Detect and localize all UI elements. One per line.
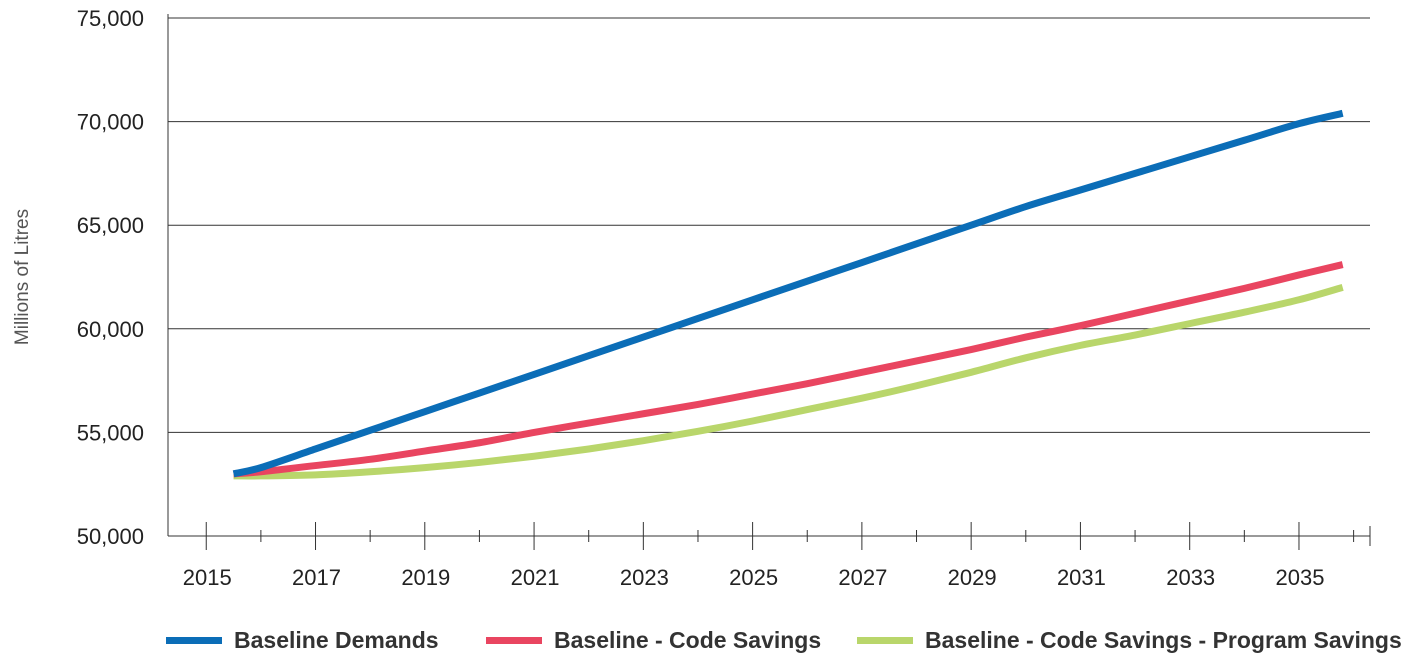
tick-labels: 50,000 55,000 60,000 65,000 70,000 75,000 2015… xyxy=(77,6,1325,590)
x-tick-label: 2035 xyxy=(1275,565,1324,590)
x-tick-label: 2021 xyxy=(511,565,560,590)
x-tick-label: 2019 xyxy=(401,565,450,590)
legend-swatch xyxy=(166,637,222,644)
series-line-baseline-code-savings-program-savings xyxy=(233,283,1344,480)
x-tick-label: 2025 xyxy=(729,565,778,590)
gridlines xyxy=(168,17,1370,433)
y-tick-label: 50,000 xyxy=(77,524,144,549)
x-tick-label: 2027 xyxy=(838,565,887,590)
x-tick-label: 2017 xyxy=(292,565,341,590)
legend-label: Baseline - Code Savings xyxy=(554,627,821,653)
x-tick-label: 2033 xyxy=(1166,565,1215,590)
y-tick-label: 75,000 xyxy=(77,6,144,31)
y-axis-label: Millions of Litres xyxy=(12,209,33,345)
axes xyxy=(167,14,1371,550)
y-tick-label: 65,000 xyxy=(77,213,144,238)
x-tick-label: 2015 xyxy=(183,565,232,590)
y-tick-label: 70,000 xyxy=(77,110,144,135)
series-line-baseline-demands xyxy=(232,109,1344,478)
x-tick-label: 2023 xyxy=(620,565,669,590)
y-tick-label: 60,000 xyxy=(77,317,144,342)
legend-label: Baseline Demands xyxy=(234,627,439,653)
legend: Baseline Demands Baseline - Code Savings B… xyxy=(166,627,1402,653)
legend-label: Baseline - Code Savings - Program Saving… xyxy=(925,627,1402,653)
y-tick-label: 55,000 xyxy=(77,420,144,445)
legend-swatch xyxy=(857,637,913,644)
legend-swatch xyxy=(486,637,542,644)
series-line-baseline-code-savings xyxy=(233,261,1344,478)
series-lines xyxy=(232,109,1344,480)
x-tick-label: 2031 xyxy=(1057,565,1106,590)
x-tick-label: 2029 xyxy=(948,565,997,590)
